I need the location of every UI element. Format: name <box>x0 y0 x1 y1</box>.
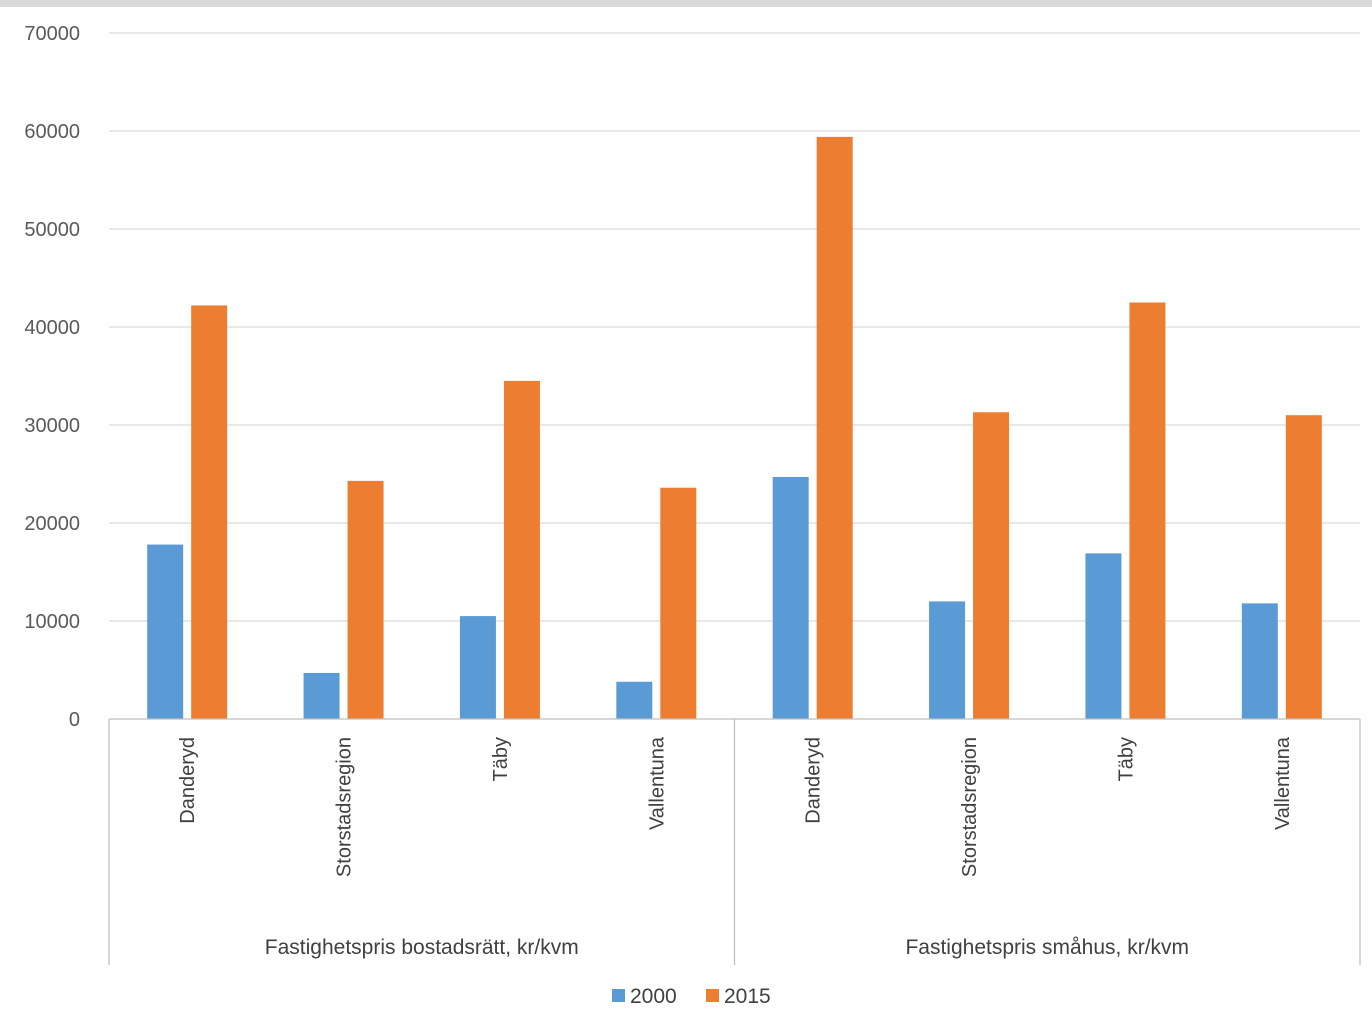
category-label: Täby <box>490 737 512 781</box>
category-axis <box>108 718 1361 965</box>
category-label: Danderyd <box>177 737 199 824</box>
bar-2000-2 <box>303 672 340 719</box>
bar-2015-3 <box>503 380 540 719</box>
y-tick-label: 0 <box>69 709 80 731</box>
bar-2000-4 <box>616 681 653 719</box>
category-label: Storstadsregion <box>334 737 356 877</box>
y-tick-label: 10000 <box>24 611 80 633</box>
legend: 2000 2015 <box>612 985 771 1008</box>
category-label: Vallentuna <box>1272 736 1294 830</box>
group-label: Fastighetspris småhus, kr/kvm <box>905 936 1189 959</box>
bar-2015-8 <box>1285 415 1322 719</box>
legend-swatch-2000 <box>612 989 625 1002</box>
bar-2000-3 <box>459 616 496 719</box>
bar-2015-7 <box>1129 302 1166 719</box>
gridlines <box>109 32 1360 622</box>
top-border-strip <box>0 0 1372 7</box>
bar-2000-6 <box>929 601 966 719</box>
bar-2015-6 <box>973 412 1010 719</box>
bar-2000-7 <box>1085 553 1122 719</box>
category-label: Storstadsregion <box>959 737 981 877</box>
y-tick-label: 60000 <box>24 121 80 143</box>
y-axis-tick-labels: 0 10000 20000 30000 40000 50000 60000 70000 <box>24 23 80 731</box>
y-tick-label: 50000 <box>24 219 80 241</box>
category-labels: Danderyd Storstadsregion Täby Vallentuna Dan… <box>177 736 1294 877</box>
bar-2015-5 <box>816 136 853 719</box>
legend-label-2000: 2000 <box>630 985 677 1008</box>
bar-2015-1 <box>191 305 228 719</box>
bars <box>147 136 1322 719</box>
y-tick-label: 20000 <box>24 513 80 535</box>
y-tick-label: 40000 <box>24 317 80 339</box>
category-label: Danderyd <box>803 737 825 824</box>
group-label: Fastighetspris bostadsrätt, kr/kvm <box>265 936 579 959</box>
bar-2015-2 <box>347 480 384 719</box>
y-tick-label: 70000 <box>24 23 80 45</box>
bar-2000-1 <box>147 544 184 719</box>
group-labels: Fastighetspris bostadsrätt, kr/kvm Fastig… <box>265 936 1189 959</box>
category-label: Täby <box>1115 737 1137 781</box>
legend-swatch-2015 <box>706 989 719 1002</box>
bar-2000-5 <box>772 476 809 719</box>
bar-2000-8 <box>1241 603 1278 719</box>
legend-label-2015: 2015 <box>724 985 771 1008</box>
y-tick-label: 30000 <box>24 415 80 437</box>
bar-2015-4 <box>660 487 697 719</box>
category-label: Vallentuna <box>646 736 668 830</box>
